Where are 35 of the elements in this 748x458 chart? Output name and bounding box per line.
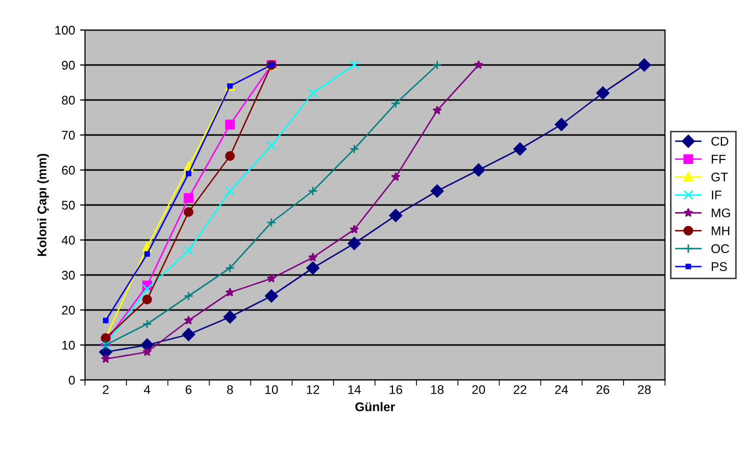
x-tick-label: 24 [555,385,568,394]
legend-label: FF [712,154,726,164]
legend-label: IF [712,190,722,200]
x-tick-label: 4 [144,385,150,394]
y-tick-label: 40 [62,236,75,245]
y-tick-label: 20 [62,306,75,315]
legend-label: CD [711,136,728,146]
y-tick-label: 80 [62,96,75,105]
x-tick-label: 16 [390,385,402,394]
y-tick-label: 30 [62,270,75,280]
x-tick-label: 18 [431,385,444,394]
x-tick-label: 12 [306,385,320,394]
x-tick-label: 20 [472,385,486,394]
x-tick-label: 8 [227,385,233,394]
x-tick-label: 28 [638,385,651,394]
x-tick-label: 6 [186,385,192,394]
x-tick-label: 26 [596,385,610,394]
y-tick-label: 100 [55,26,75,35]
y-tick-label: 70 [62,130,75,140]
y-tick-label: 0 [68,376,75,385]
x-tick-label: 14 [348,385,361,394]
y-tick-label: 50 [62,200,75,210]
legend-label: GT [711,172,728,182]
y-tick-label: 10 [62,340,75,350]
y-axis-title: Koloni Çapı (mm) [37,154,49,256]
legend-label: MG [712,208,730,218]
legend-label: PS [712,262,727,272]
legend-label: OC [711,244,730,254]
x-tick-label: 2 [102,385,109,394]
x-axis-title: Günler [355,402,395,412]
y-tick-label: 60 [62,166,75,175]
x-tick-label: 10 [265,385,278,394]
legend-label: MH [712,226,730,236]
y-tick-label: 90 [62,60,75,70]
x-tick-label: 22 [514,385,526,394]
